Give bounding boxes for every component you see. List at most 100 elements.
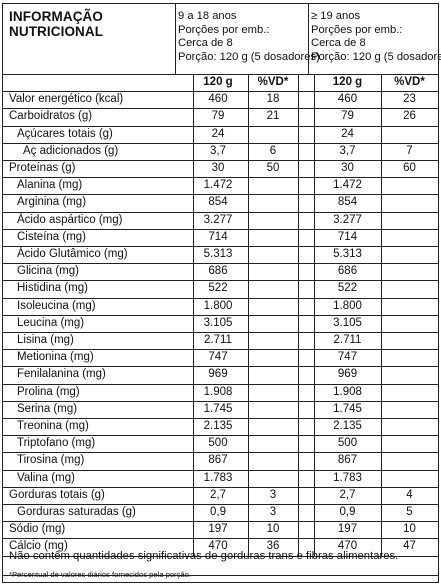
daily-value-percent	[381, 418, 438, 435]
table-row: Leucina (mg) 3.105 3.105	[3, 315, 438, 332]
nutrient-name: Cisteína (mg)	[17, 230, 87, 243]
daily-value-percent	[248, 452, 298, 469]
group-portions: Porções por emb.:	[311, 23, 403, 36]
amount-value: 3,7	[210, 144, 226, 157]
daily-value-percent: 10	[403, 523, 416, 536]
amount-value: 1.800	[203, 299, 233, 312]
nutrient-name: Gorduras saturadas (g)	[17, 506, 136, 518]
amount-value: 470	[208, 540, 228, 553]
nutrient-name: Treonina (mg)	[17, 420, 89, 432]
daily-value-percent	[248, 332, 298, 349]
amount-value: 3.105	[203, 316, 233, 329]
group-divider	[175, 4, 176, 74]
daily-value-percent	[381, 315, 438, 332]
table-row: Gorduras saturadas (g) 0,9 3 0,9 5	[3, 504, 438, 521]
row-divider	[3, 194, 438, 196]
amount-value: 30	[341, 162, 354, 174]
amount-value: 3.277	[333, 213, 362, 226]
column-header: %VD*	[257, 76, 289, 88]
row-divider	[3, 211, 438, 213]
nutrient-name: Fenilalanina (mg)	[17, 368, 106, 381]
amount-value: 0,9	[210, 506, 226, 518]
nutrition-facts-label: INFORMAÇÃO NUTRICIONAL 9 a 18 anos Porçõ…	[2, 3, 441, 583]
daily-value-percent	[248, 229, 298, 246]
nutrient-name: Gorduras totais (g)	[9, 488, 105, 501]
amount-value: 854	[337, 196, 358, 209]
row-divider	[3, 574, 438, 576]
amount-value: 197	[208, 523, 228, 536]
amount-value: 2.711	[204, 334, 232, 346]
amount-value: 1.472	[333, 179, 362, 192]
table-row: Gorduras totais (g) 2,7 3 2,7 4	[3, 487, 438, 504]
column-header: 120 g	[203, 76, 233, 88]
table-row: Valina (mg) 1.783 1.783	[3, 470, 438, 487]
group-age: 9 a 18 anos	[178, 10, 237, 22]
table-row: Aç adicionados (g) 3,7 6 3,7 7	[3, 143, 438, 160]
daily-value-percent	[248, 384, 298, 401]
amount-value: 969	[208, 368, 228, 381]
row-divider	[3, 160, 438, 161]
daily-value-percent	[381, 126, 438, 143]
nutrient-name: Serina (mg)	[17, 402, 78, 415]
row-divider	[3, 349, 438, 351]
footer-note: Não contêm quantidades significativas de…	[9, 550, 399, 562]
table-row: Lisina (mg) 2.711 2.711	[3, 332, 438, 349]
nutrient-name: Glicina (mg)	[17, 265, 79, 278]
row-divider	[3, 521, 438, 523]
daily-value-percent	[381, 229, 438, 246]
group-info-9-18: 9 a 18 anos Porções por emb.: Cerca de 8…	[178, 10, 320, 64]
group-divider	[308, 4, 309, 74]
group-portions: Porções por emb.:	[178, 23, 270, 36]
daily-value-percent	[248, 212, 298, 229]
row-divider	[3, 108, 438, 110]
table-row: Treonina (mg) 2.135 2.135	[3, 418, 438, 435]
row-divider	[3, 400, 438, 402]
table-row: Triptofano (mg) 500 500	[3, 435, 438, 452]
amount-value: 1.783	[203, 471, 233, 484]
daily-value-percent	[381, 349, 438, 366]
amount-value: 3,7	[339, 144, 356, 157]
nutrient-name: Arginina (mg)	[17, 196, 87, 209]
row-divider	[3, 74, 438, 75]
nutrient-name: Tirosina (mg)	[17, 454, 85, 467]
daily-value-percent	[248, 366, 298, 383]
amount-value: 0,9	[339, 506, 356, 518]
nutrient-name: Cálcio (mg)	[9, 540, 68, 553]
table-row: Ácido aspártico (mg) 3.277 3.277	[3, 212, 438, 229]
row-divider	[3, 314, 438, 316]
daily-value-percent	[381, 332, 438, 349]
daily-value-percent: 18	[266, 93, 280, 106]
column-header-row: 120 g %VD* 120 g %VD*	[3, 74, 438, 91]
nutrient-name: Leucina (mg)	[17, 316, 85, 329]
amount-value: 5.313	[333, 248, 362, 260]
table-row: Fenilalanina (mg) 969 969	[3, 366, 438, 383]
daily-value-percent	[381, 280, 438, 297]
daily-value-percent	[381, 435, 438, 452]
row-divider	[3, 418, 438, 419]
amount-value: 470	[337, 540, 358, 553]
title-line-1: INFORMAÇÃO	[9, 9, 103, 24]
row-divider	[3, 486, 438, 488]
row-divider	[3, 469, 438, 471]
column-divider	[193, 74, 194, 556]
amount-value: 1.800	[333, 299, 362, 312]
amount-value: 714	[208, 230, 228, 243]
amount-value: 522	[208, 282, 228, 295]
row-divider	[3, 332, 438, 333]
amount-value: 854	[208, 196, 228, 209]
amount-value: 79	[341, 110, 354, 123]
daily-value-percent	[381, 384, 438, 401]
row-divider	[3, 297, 438, 299]
amount-value: 686	[337, 265, 358, 278]
amount-value: 1.745	[203, 402, 233, 415]
amount-value: 867	[208, 454, 228, 467]
group-serving: Porção: 120 g (5 dosadores)	[178, 50, 320, 63]
nutrient-name: Prolina (mg)	[17, 385, 80, 398]
group-age: ≥ 19 anos	[311, 10, 361, 22]
column-header: 120 g	[332, 76, 363, 88]
table-row: Metionina (mg) 747 747	[3, 349, 438, 366]
amount-value: 24	[341, 127, 354, 140]
group-amount: Cerca de 8	[311, 37, 366, 50]
nutrient-name: Carboidratos (g)	[9, 110, 93, 123]
daily-value-percent: 47	[403, 540, 416, 553]
